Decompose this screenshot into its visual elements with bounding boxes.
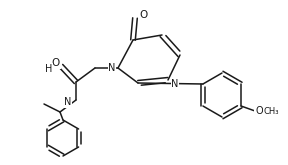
Text: N: N [108,63,116,73]
Text: N: N [171,79,179,89]
Text: CH₃: CH₃ [263,106,279,115]
Text: O: O [52,58,60,68]
Text: O: O [255,106,263,116]
Text: H: H [45,64,53,74]
Text: N: N [64,97,72,107]
Text: O: O [140,10,148,20]
